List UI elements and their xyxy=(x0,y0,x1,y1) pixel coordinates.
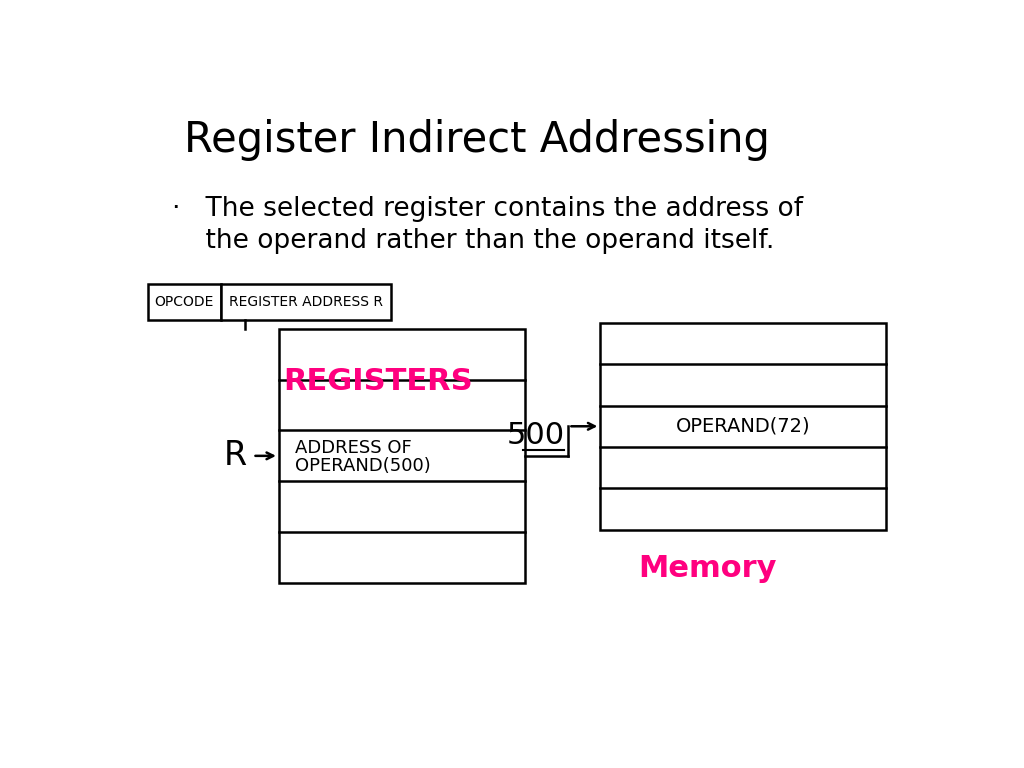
FancyBboxPatch shape xyxy=(147,284,221,319)
Text: OPERAND(72): OPERAND(72) xyxy=(676,417,810,435)
Text: 500: 500 xyxy=(506,421,564,450)
Text: REGISTER ADDRESS R: REGISTER ADDRESS R xyxy=(229,295,383,309)
Text: ADDRESS OF: ADDRESS OF xyxy=(295,439,412,457)
Text: R: R xyxy=(223,439,247,472)
Text: Memory: Memory xyxy=(638,554,776,583)
Text: OPCODE: OPCODE xyxy=(155,295,214,309)
FancyBboxPatch shape xyxy=(279,329,524,583)
Text: REGISTERS: REGISTERS xyxy=(284,367,473,396)
FancyBboxPatch shape xyxy=(600,323,886,530)
Text: the operand rather than the operand itself.: the operand rather than the operand itse… xyxy=(172,228,774,254)
FancyBboxPatch shape xyxy=(221,284,391,319)
Text: Register Indirect Addressing: Register Indirect Addressing xyxy=(183,119,769,161)
Text: OPERAND(500): OPERAND(500) xyxy=(295,458,430,475)
Text: ·   The selected register contains the address of: · The selected register contains the add… xyxy=(172,196,803,222)
